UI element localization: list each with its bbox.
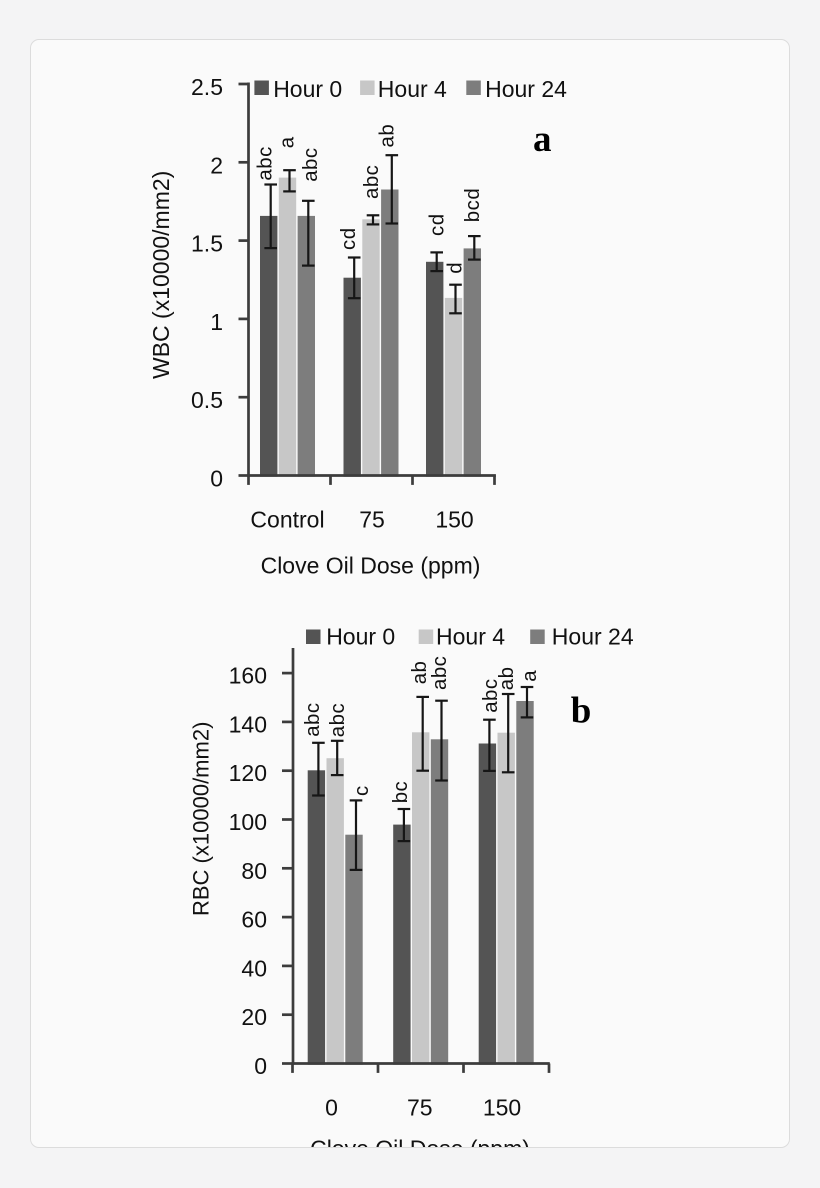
- svg-text:a: a: [533, 119, 552, 160]
- svg-text:Hour 4: Hour 4: [436, 624, 505, 650]
- svg-text:c: c: [351, 785, 373, 796]
- svg-text:a: a: [277, 136, 299, 148]
- svg-text:abc: abc: [300, 147, 322, 181]
- svg-text:abc: abc: [302, 702, 324, 736]
- svg-text:60: 60: [241, 907, 267, 933]
- svg-text:Control: Control: [250, 507, 324, 533]
- svg-text:75: 75: [407, 1095, 433, 1121]
- svg-text:40: 40: [241, 955, 267, 981]
- svg-text:20: 20: [241, 1004, 267, 1030]
- svg-text:Hour 24: Hour 24: [552, 624, 634, 650]
- svg-text:d: d: [445, 262, 467, 274]
- svg-text:150: 150: [483, 1095, 521, 1121]
- svg-text:Hour 24: Hour 24: [485, 76, 567, 102]
- svg-text:2: 2: [210, 152, 223, 178]
- svg-text:1.5: 1.5: [191, 231, 223, 257]
- svg-text:Hour 4: Hour 4: [378, 76, 447, 102]
- svg-text:Hour 0: Hour 0: [273, 76, 342, 102]
- svg-text:cd: cd: [426, 213, 448, 236]
- svg-text:75: 75: [359, 507, 385, 533]
- svg-text:WBC (x10000/mm2): WBC (x10000/mm2): [148, 171, 174, 379]
- svg-text:Hour 0: Hour 0: [326, 624, 395, 650]
- svg-text:RBC (x10000/mm2): RBC (x10000/mm2): [189, 722, 214, 916]
- svg-text:ab: ab: [496, 667, 518, 691]
- svg-text:abc: abc: [255, 146, 277, 180]
- svg-text:0: 0: [254, 1053, 267, 1079]
- svg-text:0: 0: [325, 1095, 338, 1121]
- svg-text:1: 1: [210, 309, 223, 335]
- svg-text:Clove Oil Dose (ppm): Clove Oil Dose (ppm): [261, 553, 481, 579]
- svg-text:abc: abc: [480, 678, 502, 712]
- svg-text:160: 160: [229, 663, 267, 689]
- svg-text:ab: ab: [377, 124, 399, 148]
- svg-text:150: 150: [435, 507, 473, 533]
- svg-text:a: a: [519, 670, 541, 682]
- svg-text:cd: cd: [338, 227, 360, 250]
- svg-text:abc: abc: [429, 656, 451, 690]
- svg-text:2.5: 2.5: [191, 74, 223, 100]
- svg-text:abc: abc: [361, 165, 383, 199]
- svg-text:bcd: bcd: [462, 188, 484, 222]
- svg-text:140: 140: [229, 711, 267, 737]
- svg-text:120: 120: [229, 760, 267, 786]
- svg-text:100: 100: [229, 809, 267, 835]
- svg-text:ab: ab: [409, 661, 431, 685]
- svg-text:0.5: 0.5: [191, 387, 223, 413]
- svg-text:abc: abc: [327, 703, 349, 737]
- svg-text:80: 80: [241, 858, 267, 884]
- svg-text:b: b: [571, 691, 592, 732]
- svg-text:bc: bc: [390, 781, 412, 804]
- svg-text:Clove Oil Dose (ppm): Clove Oil Dose (ppm): [310, 1136, 530, 1149]
- svg-text:0: 0: [210, 466, 223, 492]
